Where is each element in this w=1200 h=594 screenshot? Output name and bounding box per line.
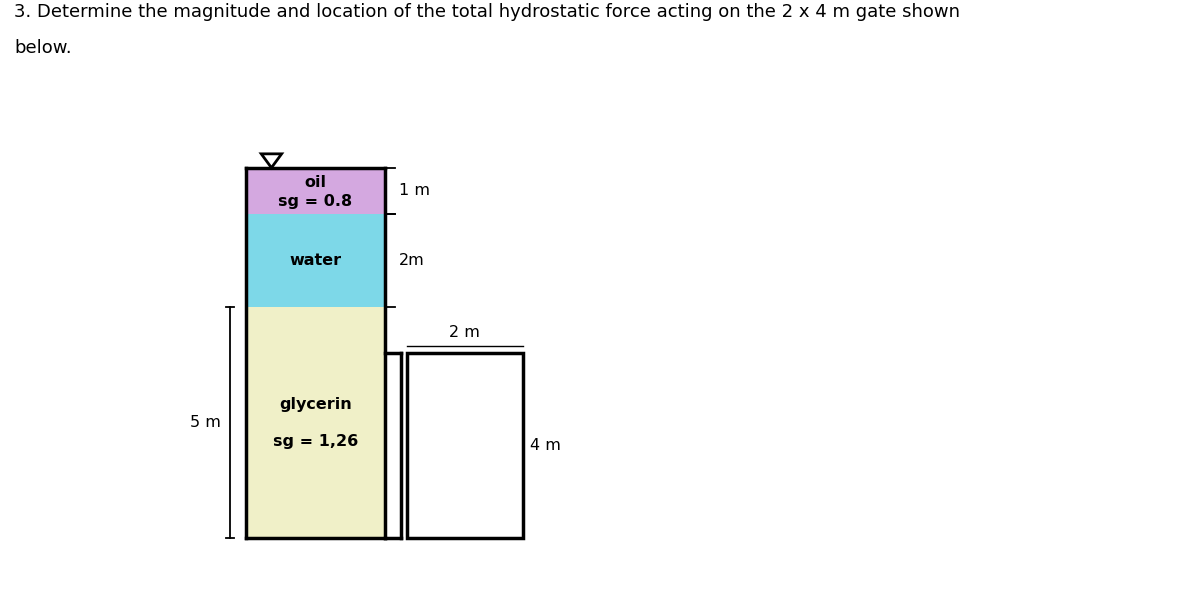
- Text: 1 m: 1 m: [398, 184, 430, 198]
- Text: 3. Determine the magnitude and location of the total hydrostatic force acting on: 3. Determine the magnitude and location …: [14, 3, 960, 21]
- Text: sg = 1,26: sg = 1,26: [272, 434, 358, 448]
- Text: water: water: [289, 253, 342, 268]
- Text: 5 m: 5 m: [190, 415, 221, 430]
- Bar: [246, 168, 385, 214]
- Text: glycerin: glycerin: [280, 397, 352, 412]
- Text: 4 m: 4 m: [529, 438, 560, 453]
- Text: 2m: 2m: [398, 253, 425, 268]
- Bar: [246, 214, 385, 307]
- Text: below.: below.: [14, 39, 72, 56]
- Text: sg = 0.8: sg = 0.8: [278, 194, 353, 208]
- Text: oil: oil: [305, 175, 326, 190]
- Bar: [407, 353, 522, 538]
- Text: 2 m: 2 m: [449, 325, 480, 340]
- Bar: [246, 307, 385, 538]
